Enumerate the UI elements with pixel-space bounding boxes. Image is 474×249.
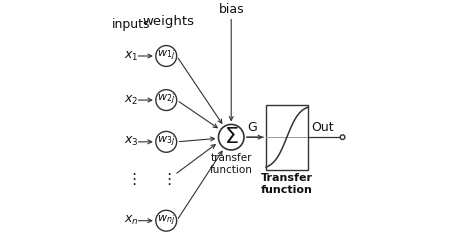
Text: $w_{2j}$: $w_{2j}$ — [157, 93, 175, 107]
Circle shape — [156, 210, 177, 231]
Text: $\Sigma$: $\Sigma$ — [224, 127, 238, 147]
Text: $x_n$: $x_n$ — [124, 214, 139, 227]
Text: transfer
function: transfer function — [210, 153, 253, 175]
Text: Transfer
function: Transfer function — [261, 173, 313, 195]
Text: $\vdots$: $\vdots$ — [126, 171, 137, 187]
Circle shape — [156, 131, 177, 152]
Text: weights: weights — [143, 15, 194, 28]
Circle shape — [219, 124, 244, 150]
Text: $w_{nj}$: $w_{nj}$ — [157, 213, 175, 228]
Text: bias: bias — [219, 3, 244, 16]
Text: Out: Out — [311, 121, 334, 134]
Text: G: G — [247, 122, 257, 134]
Text: $x_1$: $x_1$ — [124, 50, 139, 62]
Text: $w_{1j}$: $w_{1j}$ — [157, 49, 175, 63]
Text: $w_{3j}$: $w_{3j}$ — [157, 135, 175, 149]
Text: $x_3$: $x_3$ — [124, 135, 139, 148]
Circle shape — [156, 90, 177, 111]
Circle shape — [156, 46, 177, 66]
Circle shape — [340, 135, 345, 139]
Bar — [266, 105, 308, 170]
Text: $x_2$: $x_2$ — [124, 94, 138, 107]
Text: $\vdots$: $\vdots$ — [161, 171, 172, 187]
Text: inputs: inputs — [112, 18, 151, 31]
